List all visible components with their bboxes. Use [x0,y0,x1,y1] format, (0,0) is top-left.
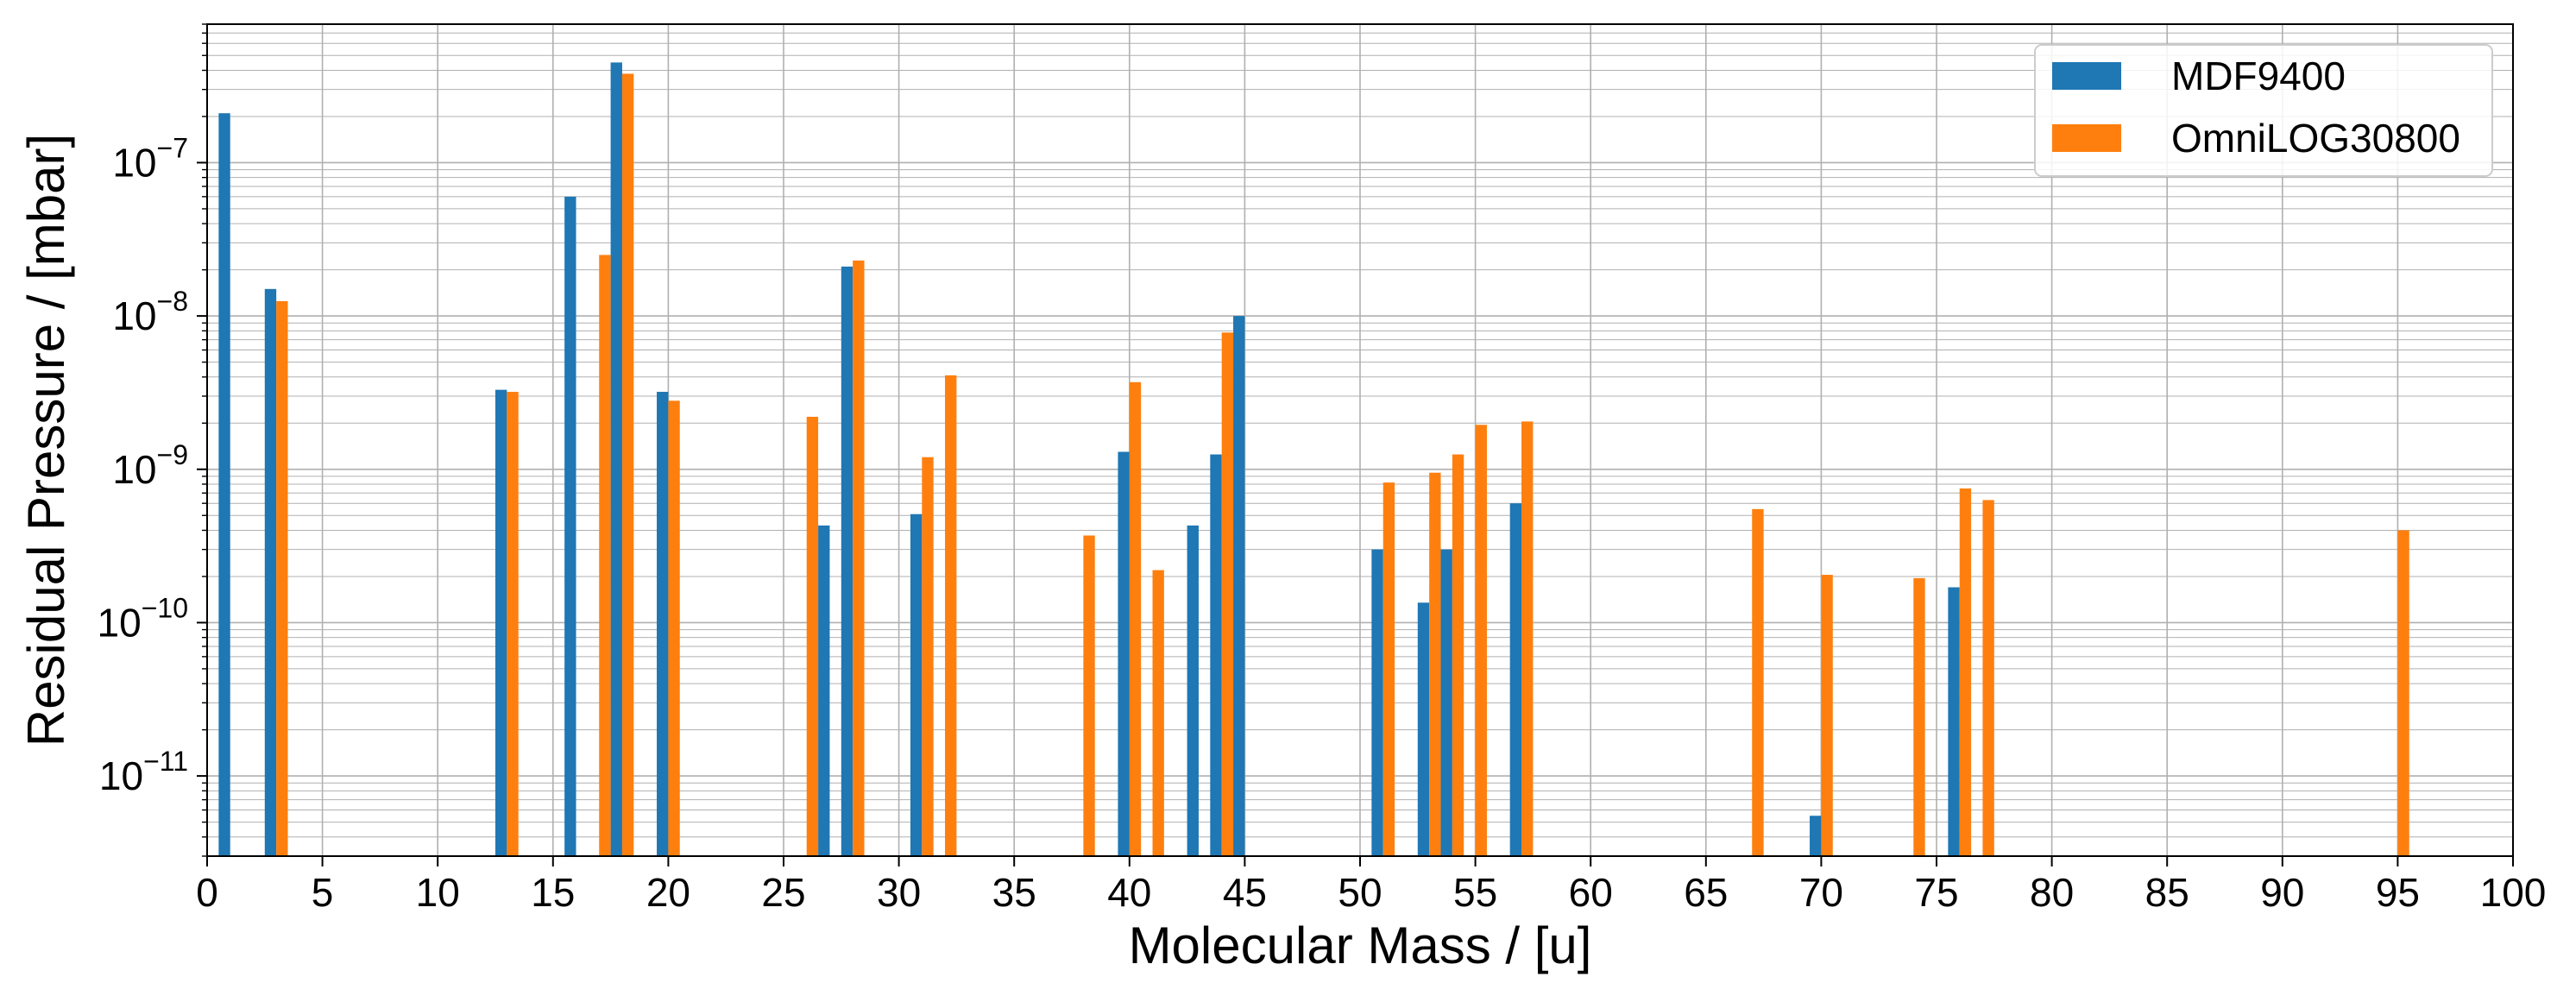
bar-omnilog30800 [1382,482,1395,856]
x-tick-label: 70 [1799,870,1843,915]
x-tick-label: 40 [1107,870,1151,915]
bar-mdf9400 [818,525,830,856]
x-tick-labels: 0 5 10 15 20 25 30 35 40 45 50 55 60 65 70 75 80 85 90 95 10… [196,870,2546,915]
bar-omnilog30800 [621,73,634,857]
bar-omnilog30800 [1221,332,1234,856]
x-tick-label: 20 [646,870,690,915]
x-tick-label: 25 [761,870,805,915]
y-tick-label: 10−8 [112,286,188,338]
bar-omnilog30800 [1982,500,1994,856]
bar-omnilog30800 [1429,472,1441,856]
x-tick-label: 35 [992,870,1036,915]
bar-omnilog30800 [1821,575,1833,856]
x-axis-title: Molecular Mass / [u] [1129,917,1592,974]
bar-omnilog30800 [507,392,519,856]
legend: MDF9400 OmniLOG30800 [2034,44,2493,177]
x-tick-label: 30 [877,870,921,915]
bar-omnilog30800 [1521,421,1534,856]
y-axis-title: Residual Pressure / [mbar] [17,134,75,747]
bar-mdf9400 [1118,451,1130,856]
bar-omnilog30800 [668,400,680,856]
x-tick-label: 0 [196,870,218,915]
x-tick-label: 85 [2145,870,2189,915]
bar-omnilog30800 [1083,535,1095,856]
legend-box [2034,44,2493,177]
bar-omnilog30800 [945,375,957,856]
x-tick-label: 80 [2030,870,2074,915]
bar-mdf9400 [610,62,622,856]
bar-mdf9400 [910,514,923,856]
x-tick-label: 65 [1684,870,1728,915]
y-tick-label: 10−11 [99,746,188,798]
bar-mdf9400 [1810,816,1822,856]
legend-label-mdf9400: MDF9400 [2171,54,2346,98]
x-tick-label: 60 [1569,870,1613,915]
bar-mdf9400 [1233,316,1245,856]
legend-swatch-omnilog30800 [2052,124,2121,152]
x-tick-label: 10 [416,870,460,915]
bar-omnilog30800 [1475,425,1487,856]
bar-mdf9400 [1210,454,1222,856]
x-tick-label: 50 [1338,870,1382,915]
bar-mdf9400 [1417,602,1430,856]
bar-mdf9400 [1509,503,1522,856]
x-tick-label: 90 [2260,870,2304,915]
y-tick-labels: 10−11 10−10 10−9 10−8 10−7 [98,132,188,798]
bar-mdf9400 [564,196,576,856]
bar-omnilog30800 [599,255,611,857]
axis-ticks [197,23,2514,866]
x-tick-label: 5 [312,870,334,915]
bar-mdf9400 [1371,549,1383,856]
bar-mdf9400 [1440,549,1452,856]
bar-mdf9400 [657,392,669,856]
legend-swatch-mdf9400 [2052,62,2121,90]
bar-mdf9400 [218,113,230,856]
bars [218,62,2409,857]
bar-omnilog30800 [1452,454,1464,856]
x-tick-label: 45 [1223,870,1267,915]
bar-omnilog30800 [1913,577,1925,856]
bar-mdf9400 [1948,587,1960,856]
bar-omnilog30800 [853,260,865,857]
bar-omnilog30800 [276,300,288,856]
x-tick-label: 15 [531,870,575,915]
bar-mdf9400 [1187,525,1199,856]
legend-label-omnilog30800: OmniLOG30800 [2171,116,2460,161]
bar-omnilog30800 [1959,488,1972,856]
bar-omnilog30800 [1129,381,1142,856]
bar-mdf9400 [264,288,277,857]
y-tick-label: 10−10 [98,592,188,645]
bar-omnilog30800 [922,457,934,856]
bar-omnilog30800 [806,416,819,856]
y-tick-label: 10−7 [112,132,188,185]
x-tick-label: 55 [1453,870,1497,915]
bar-omnilog30800 [2397,530,2409,856]
bar-omnilog30800 [1752,508,1764,856]
x-tick-label: 100 [2480,870,2547,915]
x-tick-label: 95 [2376,870,2420,915]
bar-omnilog30800 [1152,570,1164,856]
bar-mdf9400 [841,266,853,856]
bar-mdf9400 [495,389,507,856]
y-tick-label: 10−9 [112,439,188,492]
x-tick-label: 75 [1914,870,1958,915]
